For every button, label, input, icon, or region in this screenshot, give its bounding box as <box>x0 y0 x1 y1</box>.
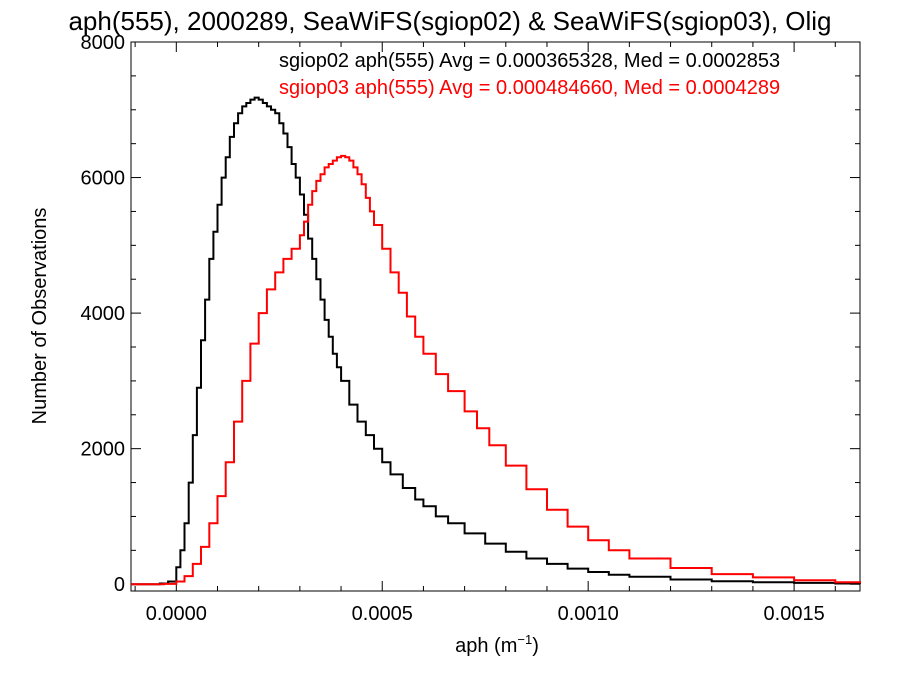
x-axis-label-superscript: −1 <box>517 632 532 647</box>
x-tick-label: 0.0000 <box>146 603 207 625</box>
x-axis-ticks: 0.0000 0.0005 0.0010 0.0015 <box>134 42 836 625</box>
plot-frame <box>130 41 861 592</box>
legend-sgiop03: sgiop03 aph(555) Avg = 0.000484660, Med … <box>279 77 780 99</box>
chart-title: aph(555), 2000289, SeaWiFS(sgiop02) & Se… <box>68 6 831 36</box>
y-tick-label: 6000 <box>81 168 126 190</box>
series-line-sgiop02 <box>131 96 861 586</box>
x-axis-label-close: ) <box>532 635 539 657</box>
y-tick-label: 4000 <box>81 303 126 325</box>
series-group <box>131 96 861 586</box>
x-tick-label: 0.0010 <box>558 603 619 625</box>
x-axis-label: aph (m−1) <box>455 632 539 657</box>
x-tick-label: 0.0015 <box>764 603 825 625</box>
series-line-sgiop03 <box>131 154 861 586</box>
y-axis-ticks: 0 2000 4000 6000 8000 <box>81 32 860 596</box>
legend-sgiop02: sgiop02 aph(555) Avg = 0.000365328, Med … <box>279 50 780 72</box>
y-tick-label: 0 <box>114 574 125 596</box>
y-axis-label: Number of Observations <box>29 208 51 425</box>
y-tick-label: 8000 <box>81 32 126 54</box>
x-axis-label-base: aph (m <box>455 635 517 657</box>
x-tick-label: 0.0005 <box>352 603 413 625</box>
y-tick-label: 2000 <box>81 439 126 461</box>
